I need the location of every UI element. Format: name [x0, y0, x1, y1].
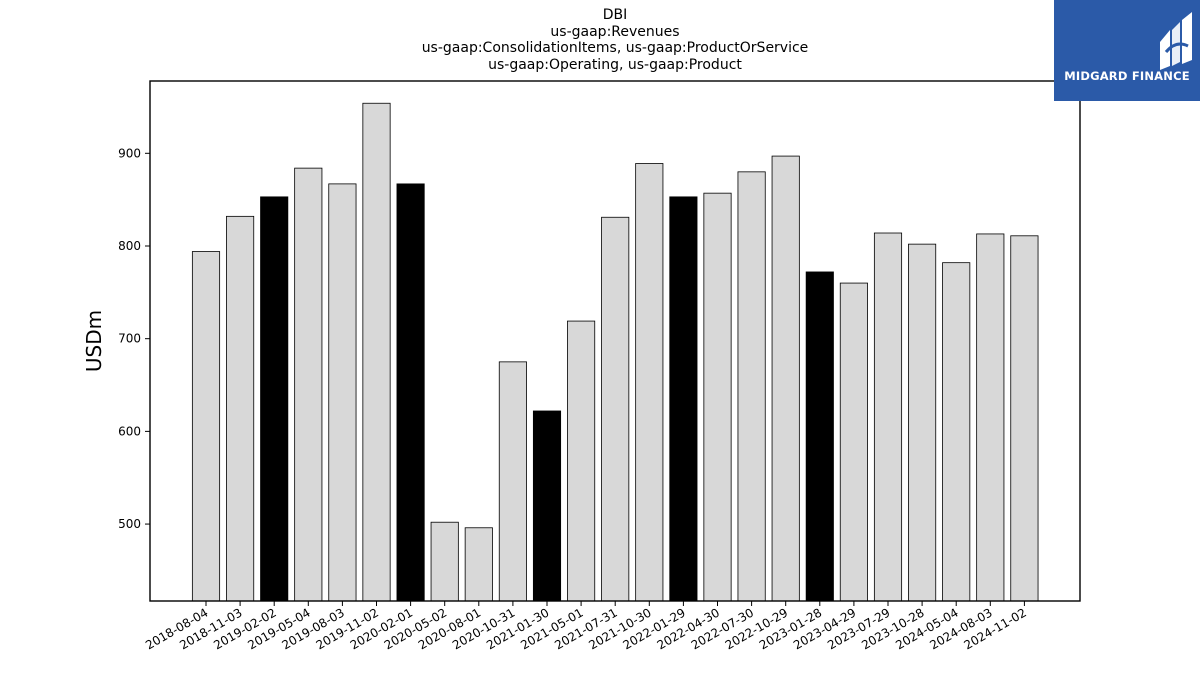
bar-2021-07-31	[601, 216, 630, 602]
bar-2021-10-30	[635, 163, 664, 602]
bars-group	[191, 102, 1039, 602]
bar-2020-02-01	[396, 183, 425, 602]
bar-2023-10-28	[908, 243, 937, 602]
bar-2018-08-04	[191, 251, 221, 602]
bar-2022-04-30	[703, 192, 732, 602]
bar-2020-05-02	[430, 521, 459, 602]
chart-title-line-3: us-gaap:ConsolidationItems, us-gaap:Prod…	[421, 40, 809, 56]
plot-frame	[149, 80, 1081, 602]
y-tick-label: 700	[118, 332, 141, 346]
y-axis: 500 600 700 800 900	[118, 146, 150, 531]
y-tick-label: 900	[118, 146, 141, 160]
bar-2022-10-29	[771, 155, 800, 602]
bar-2021-01-30	[532, 410, 562, 602]
bar-2022-01-29	[669, 196, 698, 602]
y-tick-label: 500	[118, 517, 141, 531]
chart-title-line-4: us-gaap:Operating, us-gaap:Product	[488, 56, 742, 73]
bar-2021-05-01	[567, 320, 596, 602]
bar-2020-08-01	[464, 527, 493, 602]
bar-2019-11-02	[362, 102, 391, 602]
y-axis-label: USDm	[82, 310, 106, 372]
y-tick-label: 800	[118, 239, 141, 253]
midgard-logo-icon	[1160, 12, 1192, 70]
bar-2019-08-03	[328, 183, 357, 602]
bar-2023-04-29	[839, 282, 868, 602]
x-axis: 2018-08-042018-11-032019-02-022019-05-04…	[143, 601, 1029, 652]
bar-2020-10-31	[498, 361, 527, 602]
midgard-finance-logo: MIDGARD FINANCE	[1054, 0, 1200, 101]
bar-2024-05-04	[942, 262, 971, 602]
chart-title: DBI us-gaap:Revenues us-gaap:Consolidati…	[150, 7, 1080, 73]
bar-2024-08-03	[976, 233, 1005, 602]
bar-2019-05-04	[294, 167, 323, 602]
logo-text: MIDGARD FINANCE	[1064, 69, 1190, 83]
bar-2022-07-30	[737, 171, 766, 602]
bar-2019-02-02	[260, 196, 289, 602]
chart-title-line-2: us-gaap:Revenues	[550, 23, 680, 40]
y-tick-label: 600	[118, 424, 141, 438]
bar-2023-07-29	[873, 232, 903, 602]
chart-title-line-1: DBI	[602, 7, 628, 23]
bar-2024-11-02	[1010, 235, 1039, 602]
bar-2023-01-28	[805, 271, 834, 602]
bar-2018-11-03	[226, 215, 255, 602]
